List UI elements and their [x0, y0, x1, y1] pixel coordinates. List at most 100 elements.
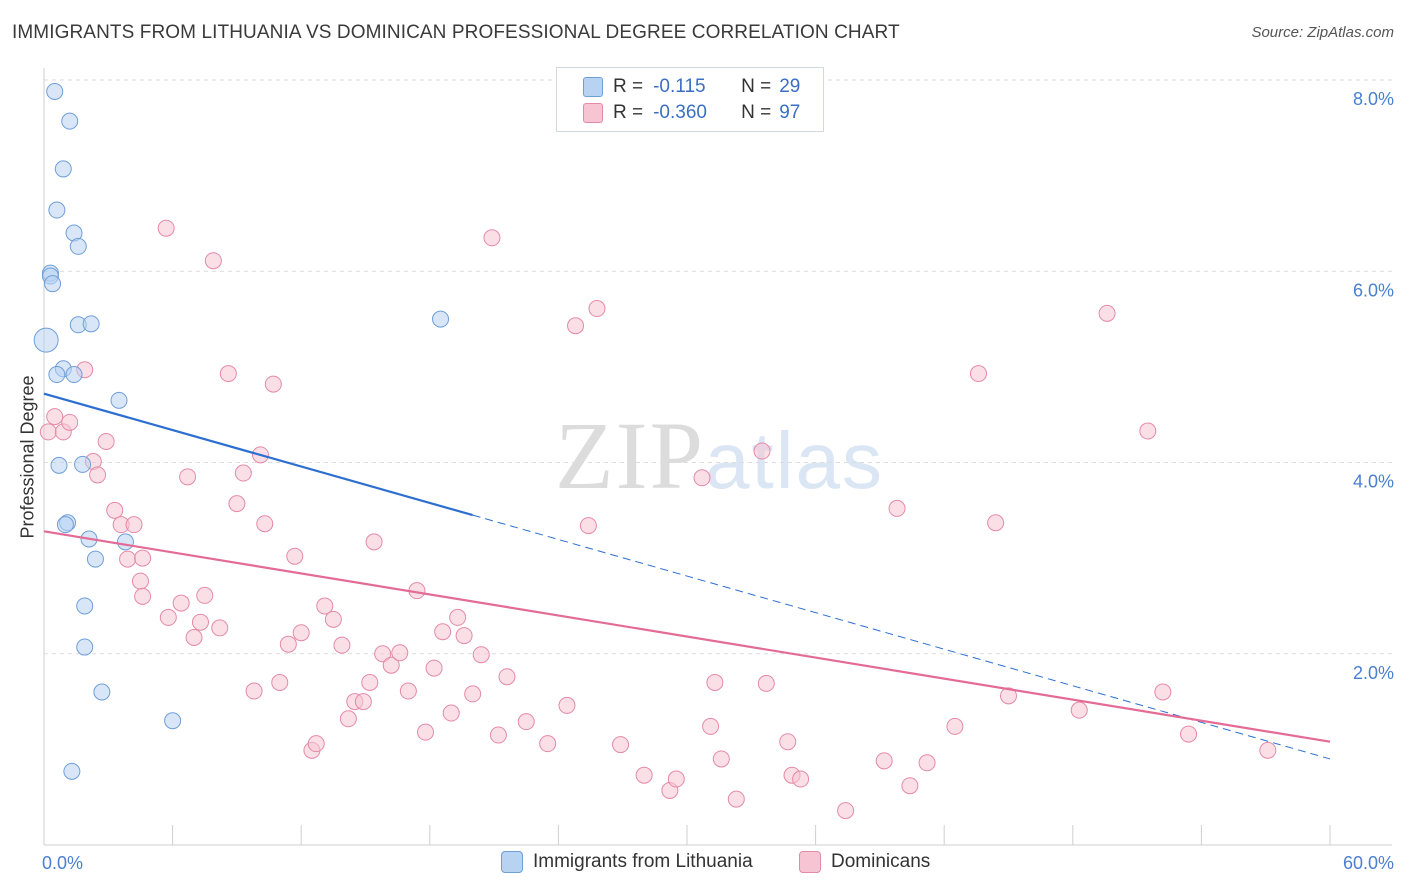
point-dominicans	[539, 735, 557, 753]
point-dominicans	[179, 468, 197, 486]
point-dominicans	[374, 645, 392, 663]
point-dominicans	[256, 515, 274, 533]
point-dominicans	[449, 608, 467, 626]
point-dominicans	[264, 375, 282, 393]
point-lithuania	[110, 391, 128, 409]
point-lithuania	[50, 456, 68, 474]
point-dominicans	[333, 636, 351, 654]
point-dominicans	[567, 317, 585, 335]
point-dominicans	[97, 432, 115, 450]
x-tick-label: 0.0%	[42, 853, 83, 873]
series-legend-swatch-dominicans	[799, 851, 821, 873]
point-lithuania	[76, 638, 94, 656]
point-dominicans	[271, 673, 289, 691]
point-dominicans	[279, 635, 297, 653]
trend-line-lithuania-extension	[472, 514, 1331, 760]
chart-source: Source: ZipAtlas.com	[1251, 24, 1394, 41]
point-dominicans	[339, 710, 357, 728]
point-dominicans	[125, 516, 143, 534]
series-legend-label-dominicans: Dominicans	[831, 851, 931, 872]
point-dominicans	[365, 533, 383, 551]
trend-lines	[43, 392, 1331, 760]
point-dominicans	[134, 587, 152, 605]
watermark-atlas: atlas	[705, 416, 884, 505]
point-dominicans	[1098, 304, 1116, 322]
point-dominicans	[579, 517, 597, 535]
point-lithuania	[74, 455, 92, 473]
watermark-zip: ZIP	[555, 402, 705, 509]
point-dominicans	[901, 777, 919, 795]
point-dominicans	[918, 754, 936, 772]
point-dominicans	[612, 736, 630, 754]
y-axis-label: Professional Degree	[17, 375, 38, 539]
series-lithuania	[33, 82, 450, 780]
point-dominicans	[667, 770, 685, 788]
point-dominicans	[134, 549, 152, 567]
series-legend-dominicans: Dominicans	[799, 851, 930, 873]
series-dominicans	[39, 219, 1277, 820]
point-lithuania	[432, 310, 450, 328]
series-legend: Immigrants from Lithuania Dominicans	[0, 851, 1406, 879]
point-dominicans	[286, 547, 304, 565]
legend-r-value: -0.115	[653, 76, 706, 97]
zipatlas-watermark: ZIPatlas	[555, 400, 884, 511]
point-dominicans	[483, 229, 501, 247]
legend-r-value: -0.360	[653, 102, 707, 123]
legend-swatch-dominicans	[583, 103, 603, 123]
legend-row-lithuania: R = -0.115 N = 29	[583, 75, 800, 99]
axes	[43, 68, 1392, 846]
point-dominicans	[425, 659, 443, 677]
y-tick-label: 4.0%	[1353, 472, 1394, 492]
y-tick-label: 2.0%	[1353, 663, 1394, 683]
point-dominicans	[472, 646, 490, 664]
point-dominicans	[219, 365, 237, 383]
point-dominicans	[307, 735, 325, 753]
point-dominicans	[228, 495, 246, 513]
y-tick-labels: 2.0% 4.0% 6.0% 8.0%	[1353, 89, 1394, 683]
point-dominicans	[211, 619, 229, 637]
point-dominicans	[106, 501, 124, 519]
point-dominicans	[1000, 687, 1017, 705]
x-tick-labels: 0.0% 60.0%	[42, 853, 1394, 873]
point-dominicans	[757, 674, 775, 692]
point-dominicans	[1139, 422, 1157, 440]
trend-line-lithuania	[43, 392, 473, 517]
point-dominicans	[792, 770, 810, 788]
series-legend-lithuania: Immigrants from Lithuania	[501, 851, 753, 873]
point-dominicans	[157, 219, 175, 237]
point-dominicans	[464, 685, 482, 703]
point-dominicans	[191, 613, 209, 631]
point-dominicans	[969, 365, 987, 383]
point-dominicans	[196, 586, 214, 604]
point-dominicans	[753, 442, 771, 460]
point-dominicans	[324, 610, 342, 628]
point-dominicans	[1180, 725, 1198, 743]
point-dominicans	[693, 469, 711, 487]
point-dominicans	[391, 644, 409, 662]
point-dominicans	[712, 750, 730, 768]
point-lithuania	[48, 201, 66, 219]
point-lithuania	[54, 160, 72, 178]
series-legend-swatch-lithuania	[501, 851, 523, 873]
point-lithuania	[93, 683, 111, 701]
point-lithuania	[61, 112, 79, 130]
point-dominicans	[434, 623, 452, 641]
point-dominicans	[442, 704, 460, 722]
point-dominicans	[61, 413, 79, 431]
y-tick-label: 8.0%	[1353, 89, 1394, 109]
point-dominicans	[399, 682, 417, 700]
point-lithuania	[69, 237, 87, 255]
point-dominicans	[1154, 683, 1172, 701]
point-lithuania	[44, 275, 62, 293]
point-dominicans	[131, 572, 149, 590]
point-dominicans	[382, 656, 400, 674]
point-dominicans	[417, 723, 435, 741]
point-dominicans	[361, 673, 379, 691]
point-dominicans	[46, 408, 64, 426]
point-lithuania	[56, 516, 74, 534]
point-dominicans	[1259, 741, 1277, 759]
point-lithuania	[76, 597, 94, 615]
correlation-legend: R = -0.115 N = 29 R = -0.360 N = 97	[556, 67, 824, 132]
point-dominicans	[245, 682, 263, 700]
legend-n-label: N =	[741, 76, 772, 97]
